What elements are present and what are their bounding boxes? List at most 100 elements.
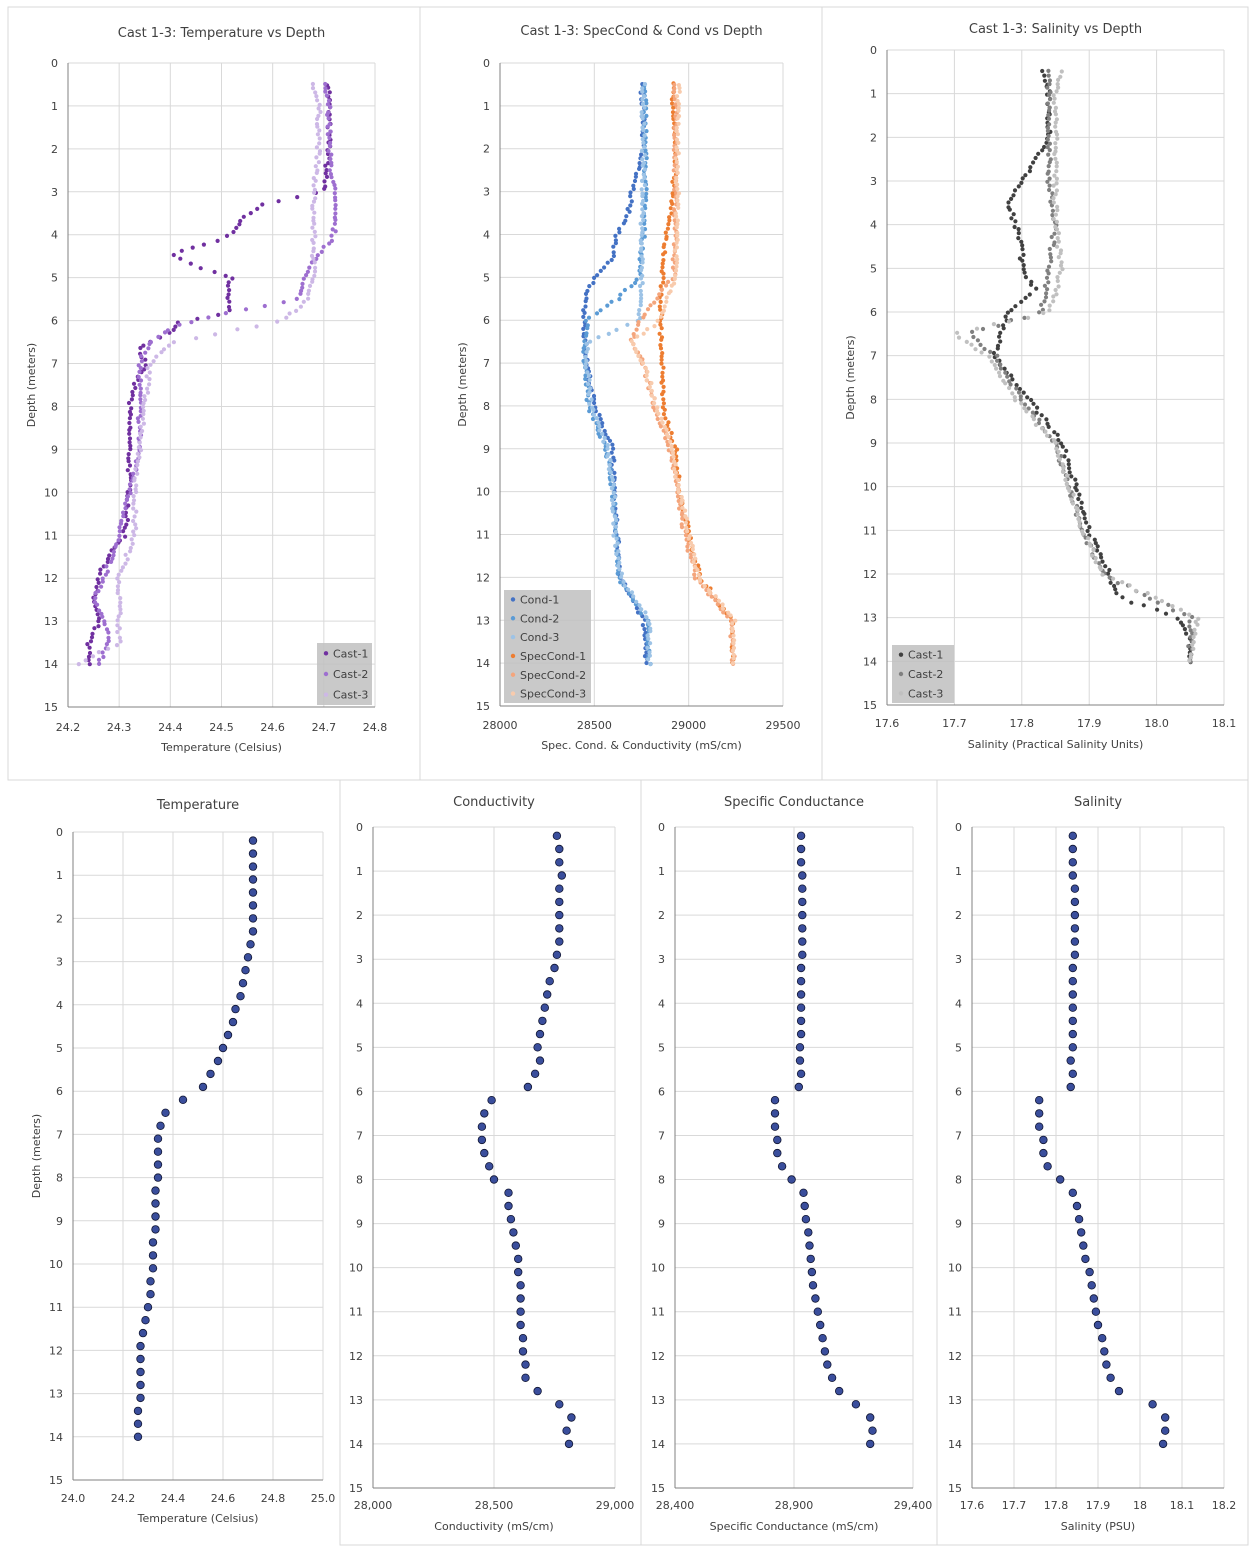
data-point [642, 121, 647, 126]
x-tick-label: 29,000 [596, 1499, 635, 1512]
data-point [658, 424, 664, 429]
data-point [661, 397, 666, 402]
data-point [477, 1135, 487, 1145]
data-point [206, 315, 211, 320]
y-axis-label: Depth (meters) [25, 343, 38, 427]
data-point [1052, 96, 1057, 101]
data-point [294, 308, 299, 313]
data-point [137, 455, 142, 460]
legend-label: Cast-3 [908, 687, 943, 700]
data-point [639, 148, 645, 153]
data-point [675, 218, 680, 223]
data-point [329, 175, 334, 180]
data-point [642, 105, 647, 110]
data-point [506, 1214, 516, 1224]
data-point [674, 254, 679, 259]
data-point [690, 543, 695, 548]
data-point [333, 186, 338, 191]
legend-label: SpecCond-1 [520, 650, 586, 663]
data-point [129, 397, 134, 402]
data-point [1190, 642, 1195, 647]
y-tick-label: 7 [658, 1129, 665, 1142]
data-point [128, 549, 133, 554]
data-point [555, 884, 564, 893]
data-point [644, 187, 649, 192]
data-point [1074, 482, 1079, 487]
data-point [76, 662, 81, 667]
data-point [645, 645, 650, 650]
data-point [521, 1373, 530, 1382]
data-point [305, 269, 310, 274]
y-tick-label: 15 [476, 700, 490, 713]
y-tick-label: 3 [51, 186, 58, 199]
data-point [1021, 252, 1026, 257]
data-point [313, 234, 318, 239]
data-point [645, 369, 650, 374]
data-point [596, 420, 601, 425]
data-point [997, 374, 1003, 379]
x-tick-label: 17.8 [1010, 717, 1035, 730]
data-point [161, 347, 167, 352]
data-point [144, 374, 149, 379]
data-point [248, 901, 258, 910]
data-point [1147, 596, 1152, 601]
data-point [1055, 236, 1060, 241]
data-point [148, 1264, 158, 1273]
data-point [326, 98, 332, 103]
data-point [511, 1241, 520, 1250]
data-point [658, 314, 664, 319]
y-tick-label: 3 [483, 186, 490, 199]
data-point [1103, 564, 1108, 569]
data-point [670, 257, 675, 262]
data-point [969, 342, 974, 347]
data-point [1008, 382, 1013, 387]
data-point [649, 393, 654, 398]
data-point [325, 132, 330, 137]
data-point [1031, 160, 1036, 165]
data-point [642, 167, 648, 172]
y-tick-label: 8 [483, 400, 490, 413]
data-point [639, 214, 645, 219]
data-point [685, 529, 690, 534]
data-point [636, 312, 641, 317]
data-point [659, 380, 664, 385]
y-axis-label: Depth (meters) [456, 342, 469, 426]
y-tick-label: 12 [948, 1350, 962, 1363]
data-point [130, 393, 135, 398]
data-point [1087, 525, 1092, 530]
data-point [597, 428, 602, 433]
data-point [1186, 644, 1191, 649]
data-point [178, 256, 183, 261]
data-point [1100, 1347, 1109, 1356]
data-point [243, 307, 249, 312]
data-point [673, 462, 678, 467]
data-point [123, 534, 128, 539]
data-point [1055, 275, 1060, 280]
data-point [117, 635, 122, 640]
data-point [1042, 299, 1047, 304]
data-point [720, 606, 726, 611]
data-point [672, 248, 678, 253]
data-point [673, 179, 678, 184]
data-point [634, 327, 639, 332]
data-point [1074, 488, 1079, 493]
x-tick-label: 28000 [483, 719, 518, 732]
data-point [1193, 631, 1198, 636]
y-tick-label: 12 [49, 1344, 63, 1357]
chart-title: Conductivity [453, 795, 535, 810]
y-tick-label: 9 [356, 1218, 363, 1231]
data-point [1068, 963, 1077, 973]
data-point [716, 598, 722, 603]
data-point [731, 633, 736, 638]
data-point [658, 346, 664, 351]
data-point [640, 260, 645, 265]
data-point [731, 656, 736, 661]
data-point [618, 580, 623, 585]
data-point [333, 198, 338, 203]
data-point [98, 567, 103, 572]
data-point [617, 297, 622, 302]
y-tick-label: 6 [51, 315, 58, 328]
data-point [130, 389, 135, 395]
